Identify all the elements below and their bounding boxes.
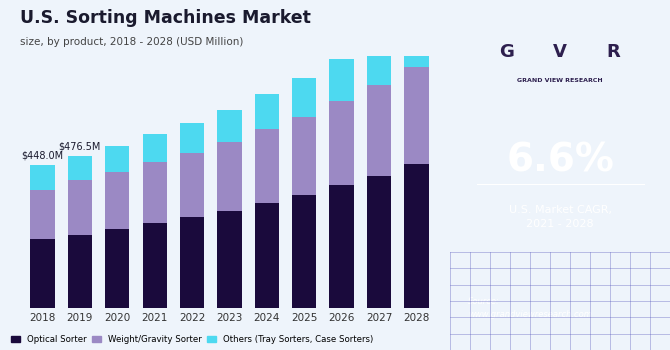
Bar <box>404 18 429 67</box>
Bar <box>367 176 391 308</box>
Bar <box>30 239 55 308</box>
Bar <box>367 40 391 85</box>
Bar <box>30 165 55 190</box>
Text: GRAND VIEW RESEARCH: GRAND VIEW RESEARCH <box>517 78 602 83</box>
Text: U.S. Sorting Machines Market: U.S. Sorting Machines Market <box>20 9 311 27</box>
Bar <box>330 101 354 185</box>
Bar <box>255 203 279 308</box>
Bar <box>292 195 316 308</box>
Text: U.S. Market CAGR,
2021 - 2028: U.S. Market CAGR, 2021 - 2028 <box>509 205 612 229</box>
Bar <box>180 217 204 308</box>
Bar <box>68 180 92 234</box>
Bar <box>180 123 204 153</box>
Bar <box>143 134 167 162</box>
Bar <box>105 229 129 308</box>
Bar <box>292 78 316 117</box>
Bar <box>143 162 167 223</box>
Text: size, by product, 2018 - 2028 (USD Million): size, by product, 2018 - 2028 (USD Milli… <box>20 37 243 47</box>
Bar <box>143 223 167 308</box>
Bar <box>404 67 429 164</box>
Bar <box>404 164 429 308</box>
Bar <box>68 234 92 308</box>
Text: R: R <box>606 43 620 61</box>
Text: $476.5M: $476.5M <box>59 141 101 152</box>
Text: Source:
www.grandviewresearch.com: Source: www.grandviewresearch.com <box>468 297 592 319</box>
Bar <box>367 85 391 176</box>
Text: V: V <box>553 43 567 61</box>
Bar <box>292 117 316 195</box>
Bar <box>105 172 129 229</box>
Bar <box>217 211 242 308</box>
Text: G: G <box>499 43 514 61</box>
Text: $448.0M: $448.0M <box>21 150 64 161</box>
Bar <box>68 156 92 180</box>
Bar <box>217 110 242 142</box>
Bar <box>105 146 129 172</box>
Bar <box>330 59 354 101</box>
Bar <box>330 185 354 308</box>
Bar <box>255 94 279 130</box>
Text: 6.6%: 6.6% <box>506 142 614 180</box>
Legend: Optical Sorter, Weight/Gravity Sorter, Others (Tray Sorters, Case Sorters): Optical Sorter, Weight/Gravity Sorter, O… <box>11 335 373 344</box>
Bar <box>30 190 55 239</box>
Bar <box>217 142 242 211</box>
Bar <box>255 130 279 203</box>
Bar <box>180 153 204 217</box>
